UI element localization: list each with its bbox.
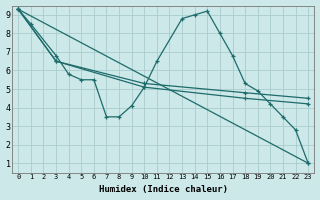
X-axis label: Humidex (Indice chaleur): Humidex (Indice chaleur) — [99, 185, 228, 194]
